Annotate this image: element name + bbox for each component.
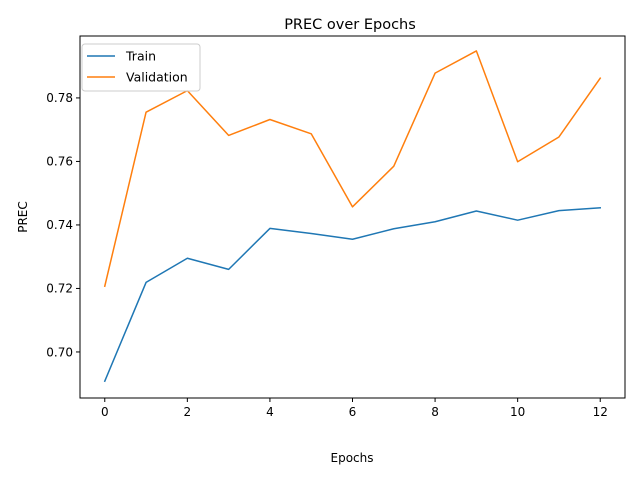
y-axis: 0.70 0.72 0.74 0.76 0.78 [46, 91, 80, 359]
y-tick-label: 0.76 [46, 155, 73, 169]
x-tick-label: 10 [510, 405, 525, 419]
legend: Train Validation [81, 43, 201, 92]
x-axis: 0 2 4 6 8 10 12 [101, 398, 608, 419]
y-tick-label: 0.78 [46, 91, 73, 105]
x-tick-label: 6 [349, 405, 357, 419]
series-line-train [103, 206, 602, 383]
x-tick-label: 12 [593, 405, 608, 419]
x-tick-label: 0 [101, 405, 109, 419]
y-tick-label: 0.70 [46, 345, 73, 359]
legend-label-train: Train [125, 49, 156, 64]
x-tick-label: 2 [184, 405, 192, 419]
legend-entries: Train Validation [87, 49, 188, 85]
y-axis-title: PREC [16, 201, 30, 233]
legend-label-validation: Validation [126, 70, 188, 85]
plot-area: 0 2 4 6 8 10 12 0.70 0.72 0.74 0.76 0.78 [46, 35, 626, 419]
x-axis-title: Epochs [331, 451, 374, 465]
y-tick-label: 0.74 [46, 218, 73, 232]
y-tick-label: 0.72 [46, 282, 73, 296]
chart-title: PREC over Epochs [284, 17, 416, 33]
x-tick-label: 8 [431, 405, 439, 419]
x-tick-label: 4 [266, 405, 274, 419]
